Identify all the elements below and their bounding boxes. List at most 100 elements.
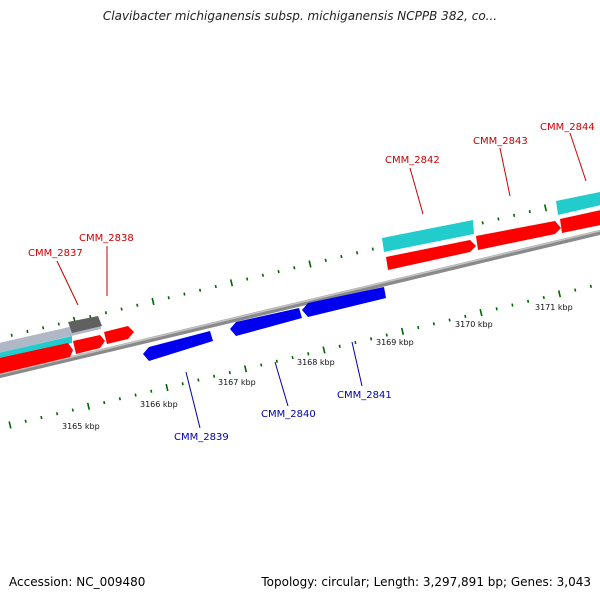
kbp-label: 3169 kbp: [376, 338, 414, 347]
reverse-gene-track: [143, 287, 386, 361]
minor-tick: [214, 284, 217, 289]
minor-tick: [197, 378, 200, 382]
minor-tick: [261, 273, 264, 277]
minor-tick: [260, 363, 263, 367]
backbone-track: [0, 229, 600, 379]
minor-tick: [120, 307, 123, 311]
map-title: Clavibacter michiganensis subsp. michiga…: [102, 9, 498, 23]
forward-gene-arrow: [386, 240, 476, 270]
minor-tick: [118, 397, 121, 401]
major-tick: [243, 365, 248, 373]
minor-tick: [136, 303, 139, 307]
cyan-feature: [0, 336, 72, 360]
cyan-feature: [556, 192, 600, 215]
major-tick: [86, 402, 91, 410]
kbp-label: 3170 kbp: [455, 320, 493, 329]
minor-tick: [40, 415, 43, 420]
inner-tick-track: [8, 284, 592, 429]
forward-gene-arrow: [104, 326, 134, 344]
minor-tick: [432, 322, 435, 326]
grey-feature: [68, 316, 102, 333]
minor-tick: [275, 359, 278, 363]
minor-tick: [57, 322, 60, 326]
minor-tick: [277, 269, 280, 274]
forward-gene-track: [0, 210, 600, 374]
minor-tick: [356, 251, 359, 255]
major-tick: [543, 204, 548, 212]
minor-tick: [513, 213, 516, 217]
minor-tick: [26, 329, 29, 334]
rna-feature-track: [0, 192, 600, 360]
reverse-gene-arrow: [302, 287, 386, 317]
major-tick: [151, 297, 155, 306]
accession-text: Accession: NC_009480: [9, 575, 146, 589]
reverse-gene-arrow: [143, 331, 213, 361]
kbp-label: 3171 kbp: [535, 303, 573, 312]
minor-tick: [181, 382, 184, 386]
major-tick: [322, 346, 326, 354]
minor-tick: [167, 296, 170, 300]
minor-tick: [24, 419, 27, 423]
minor-tick: [183, 292, 186, 296]
kbp-label: 3165 kbp: [62, 422, 100, 431]
gene-label[interactable]: CMM_2844: [540, 122, 595, 133]
gene-label[interactable]: CMM_2840: [261, 409, 316, 420]
minor-tick: [371, 247, 374, 251]
minor-tick: [71, 408, 74, 412]
kbp-label: 3166 kbp: [140, 400, 178, 409]
minor-tick: [228, 370, 231, 375]
gene-label[interactable]: CMM_2839: [174, 432, 229, 443]
gene-label[interactable]: CMM_2843: [473, 136, 528, 147]
forward-gene-arrow: [560, 210, 600, 233]
minor-tick: [589, 284, 592, 288]
reverse-gene-arrow: [230, 308, 302, 336]
minor-tick: [291, 355, 294, 360]
label-leader-lines: [56, 132, 587, 429]
minor-tick: [464, 314, 467, 318]
major-tick: [165, 383, 169, 392]
minor-tick: [293, 266, 296, 270]
forward-gene-arrow: [0, 343, 73, 374]
gene-label[interactable]: CMM_2842: [385, 155, 440, 166]
gene-label[interactable]: CMM_2838: [79, 233, 134, 244]
major-tick: [557, 290, 562, 298]
kbp-label: 3167 kbp: [218, 378, 256, 387]
minor-tick: [199, 288, 202, 292]
gene-label[interactable]: CMM_2837: [28, 248, 83, 259]
minor-tick: [370, 337, 373, 341]
major-tick: [8, 421, 12, 429]
minor-tick: [338, 344, 341, 348]
minor-tick: [150, 389, 153, 393]
genome-summary-text: Topology: circular; Length: 3,297,891 bp…: [261, 575, 591, 589]
minor-tick: [527, 299, 530, 303]
minor-tick: [385, 333, 388, 337]
minor-tick: [542, 295, 545, 300]
minor-tick: [213, 374, 216, 378]
minor-tick: [104, 311, 107, 315]
major-tick: [308, 260, 312, 268]
kbp-scale-labels: 3165 kbp 3166 kbp 3167 kbp 3168 kbp 3169…: [62, 303, 573, 431]
kbp-label: 3168 kbp: [297, 358, 335, 367]
minor-tick: [10, 333, 13, 337]
gene-labels: CMM_2837 CMM_2838 CMM_2839 CMM_2840 CMM_…: [28, 122, 595, 443]
major-tick: [479, 309, 483, 317]
minor-tick: [417, 325, 420, 330]
minor-tick: [42, 326, 45, 330]
minor-tick: [89, 314, 92, 319]
minor-tick: [324, 258, 327, 262]
minor-tick: [481, 221, 484, 225]
minor-tick: [574, 288, 577, 292]
cyan-feature: [382, 220, 474, 252]
minor-tick: [56, 412, 59, 416]
minor-tick: [246, 277, 249, 281]
minor-tick: [354, 340, 357, 345]
gene-label[interactable]: CMM_2841: [337, 390, 392, 401]
minor-tick: [511, 303, 514, 307]
minor-tick: [528, 209, 531, 214]
major-tick: [229, 279, 234, 287]
minor-tick: [497, 217, 500, 221]
forward-gene-arrow: [73, 335, 105, 354]
minor-tick: [134, 393, 137, 397]
minor-tick: [448, 318, 451, 322]
